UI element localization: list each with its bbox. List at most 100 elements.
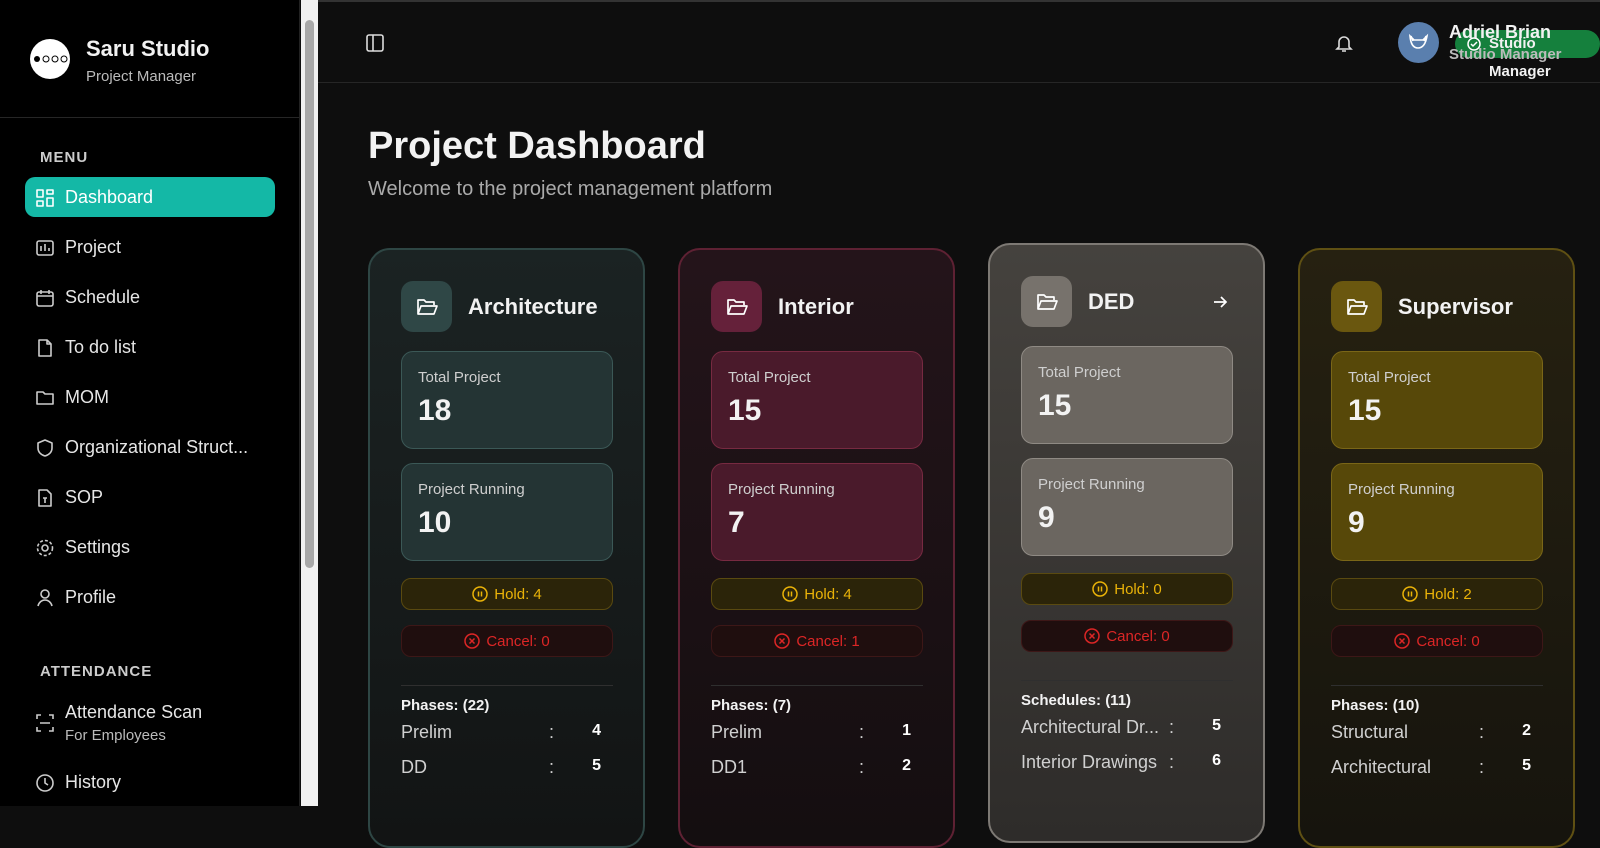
menu-icon [38,339,52,357]
user-role: Studio Manager [1449,46,1562,63]
menu-item[interactable]: Schedule [25,277,275,317]
role-badge: Studio Manager [1455,30,1600,80]
menu-item[interactable]: Profile [25,577,275,617]
attendance-label: Attendance Scan [65,702,203,722]
hold-text: Hold: 0 [1114,580,1162,598]
card-arrow[interactable] [1211,293,1229,316]
menu-item[interactable]: SOP [25,477,275,517]
card-title: Architecture [468,294,598,319]
detail-row: Architectural: 5 [1331,757,1531,778]
row-separator: : [859,757,865,777]
stat-label: Project Running [1038,476,1145,493]
menu-item[interactable]: MOM [25,377,275,417]
list-title: Phases: (10) [1331,697,1420,714]
stat-value: 10 [418,506,452,539]
stat-value: 9 [1348,506,1365,539]
stat-label: Total Project [1348,369,1431,386]
brand: Saru Studio Project Manager [0,0,299,118]
row-label: Prelim [401,722,453,742]
cancel-text: Cancel: 1 [796,632,860,650]
cancel-pill: Cancel: 0 [401,625,613,657]
row-value: 1 [902,722,911,739]
menu-label: SOP [65,486,104,507]
stat-label: Project Running [728,481,835,498]
row-label: DD [401,757,427,777]
row-label: Architectural Dr... [1021,717,1160,737]
detail-row: Prelim: 1 [711,722,911,743]
row-value: 2 [902,757,911,774]
category-card[interactable]: DED Total Project 15 Project Running 9 Hold: … [988,243,1265,843]
page-title: Project Dashboard [368,125,706,167]
row-value: 5 [1522,757,1531,774]
row-value: 5 [1212,717,1221,734]
page-subtitle: Welcome to the project management platfo… [368,178,773,200]
hold-text: Hold: 2 [1424,585,1472,603]
list-title: Schedules: (11) [1021,692,1132,709]
menu-item[interactable]: Organizational Struct... [25,427,275,467]
stat-label: Total Project [728,369,811,386]
card-icon [711,281,762,332]
menu-icon [36,189,54,207]
stat-value: 15 [1038,389,1072,422]
history[interactable]: History [25,762,275,802]
menu-item[interactable]: Project [25,227,275,267]
cancel-text: Cancel: 0 [1106,627,1170,645]
notifications[interactable] [1334,33,1354,53]
menu-label: MOM [65,386,109,407]
list-title: Phases: (22) [401,697,490,714]
menu-label: Organizational Struct... [65,436,249,457]
divider [711,685,923,686]
topbar: Studio Manager [318,0,1600,83]
sidebar-toggle[interactable] [365,33,385,53]
divider [1331,685,1543,686]
menu-item[interactable]: Settings [25,527,275,567]
attendance-scan[interactable]: Attendance Scan For Employees [25,702,275,748]
category-card[interactable]: Supervisor Total Project 15 Project Running… [1298,248,1575,848]
row-label: Interior Drawings [1021,752,1158,772]
category-card[interactable]: Architecture Total Project 18 Project Runni… [368,248,645,848]
stat-label: Project Running [418,481,525,498]
stat-label: Total Project [418,369,501,386]
menu-icon [36,391,54,405]
detail-row: Interior Drawings: 6 [1021,752,1221,773]
detail-row: Prelim: 4 [401,722,601,743]
row-value: 5 [592,757,601,774]
stat-box: Total Project 18 [401,351,613,449]
hold-text: Hold: 4 [804,585,852,603]
menu-label: To do list [65,336,137,357]
menu-icon [36,290,54,307]
stat-box: Project Running 10 [401,463,613,561]
menu-item[interactable]: To do list [25,327,275,367]
row-separator: : [1169,752,1175,772]
menu-title: MENU [40,149,89,166]
menu-icon [37,439,53,457]
card-title: Interior [778,294,854,319]
hold-pill: Hold: 4 [711,578,923,610]
attendance-sub: For Employees [65,727,166,744]
row-value: 2 [1522,722,1531,739]
stat-value: 15 [728,394,762,427]
avatar[interactable] [1398,22,1439,63]
row-value: 6 [1212,752,1221,769]
menu-item[interactable]: Dashboard [25,177,275,217]
menu-icon [38,489,52,507]
brand-name: Saru Studio [86,36,210,61]
divider [1021,680,1233,681]
user-name: Adriel Brian [1449,22,1552,42]
card-icon [1331,281,1382,332]
history-label: History [65,771,122,792]
card-icon [401,281,452,332]
menu-label: Schedule [65,286,141,307]
stat-box: Project Running 7 [711,463,923,561]
card-title: DED [1088,289,1135,314]
row-separator: : [1479,722,1485,742]
stat-box: Project Running 9 [1331,463,1543,561]
scroll-thumb[interactable] [305,20,314,568]
menu-label: Settings [65,536,131,557]
stat-value: 15 [1348,394,1382,427]
category-card[interactable]: Interior Total Project 15 Project Running 7 H… [678,248,955,848]
row-label: Architectural [1331,757,1432,777]
scrollbar[interactable] [301,0,318,806]
